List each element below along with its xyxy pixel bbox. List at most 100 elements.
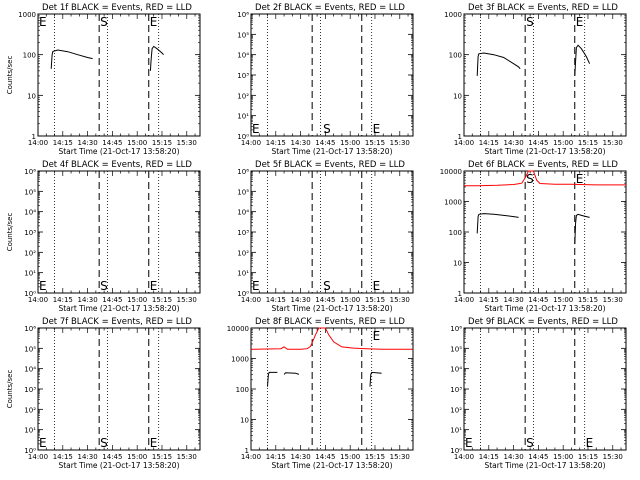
y-tick-label: 1	[245, 447, 249, 455]
events-series-line	[149, 45, 164, 71]
y-tick-label: 1000	[18, 11, 36, 19]
y-tick-label: 10⁰	[450, 447, 462, 455]
detector-panel-8: Det 8f BLACK = Events, RED = LLD 1 10 100 10…	[227, 317, 414, 470]
marker-letter: E	[39, 436, 47, 450]
marker-letter: E	[373, 279, 381, 293]
x-tick-label: 14:45	[315, 139, 335, 147]
y-tick-label: 10³	[24, 386, 36, 394]
x-tick-label: 14:00	[454, 453, 474, 461]
x-tick-label: 14:45	[528, 453, 548, 461]
marker-letter: E	[465, 436, 473, 450]
y-tick-label: 10⁴	[237, 209, 249, 217]
y-tick-label: 10²	[24, 249, 36, 257]
y-tick-label: 10⁶	[24, 325, 36, 333]
panel-title: Det 6f BLACK = Events, RED = LLD	[468, 160, 618, 170]
y-axis-label: Counts/sec	[6, 56, 14, 95]
x-tick-label: 14:00	[28, 296, 48, 304]
x-tick-label: 14:00	[28, 139, 48, 147]
detector-panel-5: Det 5f BLACK = Events, RED = LLD 10⁰ 10¹ 10…	[237, 160, 414, 313]
x-tick-label: 14:15	[266, 453, 286, 461]
y-tick-label: 10⁰	[24, 447, 36, 455]
y-tick-label: 10⁶	[24, 168, 36, 176]
panel-title: Det 1f BLACK = Events, RED = LLD	[42, 3, 192, 13]
x-tick-label: 15:30	[390, 139, 410, 147]
marker-letter: S	[526, 436, 534, 450]
y-tick-label: 1	[458, 290, 462, 298]
x-tick-label: 15:30	[603, 296, 623, 304]
detector-panel-3: Det 3f BLACK = Events, RED = LLD 1 10 100 10…	[444, 3, 627, 156]
plot-frame	[250, 327, 414, 451]
x-tick-label: 14:30	[77, 139, 97, 147]
x-tick-label: 15:00	[553, 296, 573, 304]
x-tick-label: 14:45	[315, 453, 335, 461]
marker-letter: E	[252, 279, 260, 293]
y-tick-label: 10⁶	[237, 11, 249, 19]
y-tick-label: 10¹	[237, 113, 249, 121]
x-tick-label: 14:45	[102, 139, 122, 147]
x-tick-label: 14:30	[503, 453, 523, 461]
plot-frame	[37, 13, 201, 137]
marker-letter: E	[576, 172, 584, 186]
y-tick-label: 1000	[231, 356, 249, 364]
x-tick-label: 14:15	[53, 296, 73, 304]
x-tick-label: 14:45	[102, 296, 122, 304]
x-tick-label: 15:30	[177, 453, 197, 461]
panel-title: Det 5f BLACK = Events, RED = LLD	[255, 160, 405, 170]
marker-letter: E	[150, 436, 158, 450]
x-tick-label: 14:30	[77, 453, 97, 461]
events-series-line	[476, 213, 519, 234]
x-tick-label: 14:15	[479, 296, 499, 304]
x-axis-label: Start Time (21-Oct-17 13:58:20)	[58, 304, 179, 313]
y-tick-label: 10⁰	[24, 290, 36, 298]
x-tick-label: 14:00	[28, 453, 48, 461]
x-axis-label: Start Time (21-Oct-17 13:58:20)	[484, 304, 605, 313]
x-axis-label: Start Time (21-Oct-17 13:58:20)	[58, 461, 179, 470]
y-tick-label: 10⁶	[237, 168, 249, 176]
marker-letter: S	[526, 15, 534, 29]
marker-letter: E	[373, 329, 381, 343]
y-tick-label: 10000	[227, 325, 249, 333]
x-tick-label: 14:30	[77, 296, 97, 304]
events-series-line	[574, 44, 591, 76]
detector-panel-6: Det 6f BLACK = Events, RED = LLD 1 10 100 10…	[440, 160, 627, 313]
plot-frame	[37, 327, 201, 451]
x-tick-label: 15:15	[578, 296, 598, 304]
events-series-line	[283, 372, 300, 375]
marker-letter: E	[586, 436, 594, 450]
marker-letter: E	[39, 279, 47, 293]
plot-frame	[463, 327, 627, 451]
x-tick-label: 14:45	[315, 296, 335, 304]
marker-letter: E	[373, 122, 381, 136]
x-tick-label: 15:30	[390, 296, 410, 304]
x-tick-label: 15:00	[340, 296, 360, 304]
events-series-line	[50, 49, 93, 69]
y-tick-label: 10³	[450, 386, 462, 394]
y-tick-label: 100	[236, 386, 249, 394]
events-series-line	[574, 213, 590, 245]
x-tick-label: 15:00	[553, 139, 573, 147]
y-axis-label: Counts/sec	[6, 213, 14, 252]
y-tick-label: 100	[449, 229, 462, 237]
y-tick-label: 100	[449, 52, 462, 60]
marker-letter: E	[252, 122, 260, 136]
x-tick-label: 14:30	[290, 296, 310, 304]
x-tick-label: 15:00	[553, 453, 573, 461]
x-tick-label: 15:00	[127, 296, 147, 304]
y-tick-label: 10⁴	[237, 52, 249, 60]
y-tick-label: 10¹	[450, 427, 462, 435]
panel-title: Det 3f BLACK = Events, RED = LLD	[468, 3, 618, 13]
detector-panel-7: Det 7f BLACK = Events, RED = LLD 10⁰ 10¹ 10…	[6, 317, 201, 470]
y-tick-label: 100	[23, 52, 36, 60]
x-tick-label: 14:00	[241, 139, 261, 147]
x-tick-label: 15:30	[603, 139, 623, 147]
y-tick-label: 1000	[444, 11, 462, 19]
marker-letter: S	[100, 15, 108, 29]
x-tick-label: 14:45	[528, 139, 548, 147]
x-axis-label: Start Time (21-Oct-17 13:58:20)	[271, 461, 392, 470]
y-tick-label: 10²	[237, 249, 249, 257]
y-axis-label: Counts/sec	[6, 370, 14, 409]
detector-panel-4: Det 4f BLACK = Events, RED = LLD 10⁰ 10¹ 10…	[6, 160, 201, 313]
y-tick-label: 1	[458, 133, 462, 141]
x-tick-label: 15:00	[340, 453, 360, 461]
